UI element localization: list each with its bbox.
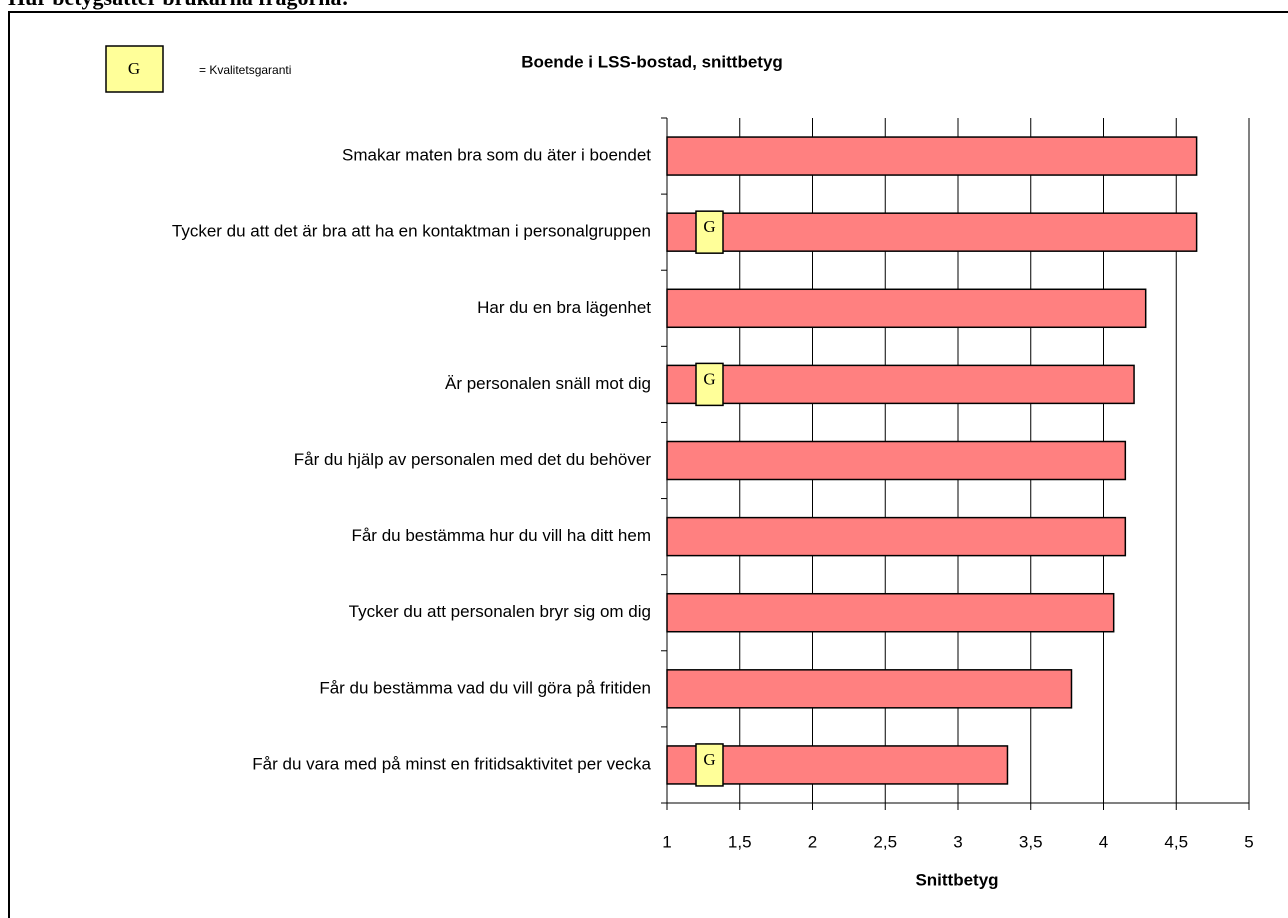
bar xyxy=(666,516,1127,557)
guarantee-symbol: G xyxy=(703,750,715,769)
guarantee-box xyxy=(695,210,724,254)
frame xyxy=(8,11,1288,918)
y-tick-label: Får du vara med på minst en fritidsaktiv… xyxy=(252,754,651,773)
bar xyxy=(666,364,1135,405)
legend-text: = Kvalitetsgaranti xyxy=(199,63,291,77)
bar xyxy=(666,440,1127,481)
y-tick-label: Tycker du att det är bra att ha en konta… xyxy=(172,222,651,241)
bar xyxy=(666,669,1073,709)
y-tick-label: Är personalen snäll mot dig xyxy=(445,374,651,393)
guarantee-symbol: G xyxy=(703,217,715,236)
y-tick-label: Har du en bra lägenhet xyxy=(477,298,651,317)
y-tick-label: Får du bestämma vad du vill göra på frit… xyxy=(319,678,651,697)
x-tick-label: 3,5 xyxy=(1019,832,1043,851)
guarantee-box xyxy=(695,743,724,787)
y-tick-label: Får du hjälp av personalen med det du be… xyxy=(294,450,652,469)
x-tick-label: 2,5 xyxy=(873,832,897,851)
bar xyxy=(666,212,1198,252)
bar xyxy=(666,592,1115,633)
y-tick-label: Smakar maten bra som du äter i boendet xyxy=(342,146,651,165)
guarantee-box xyxy=(695,362,724,407)
x-axis-label: Snittbetyg xyxy=(915,870,998,889)
x-tick-label: 3 xyxy=(953,832,962,851)
x-tick-label: 1,5 xyxy=(728,832,752,851)
legend-symbol-box xyxy=(105,45,164,93)
y-tick-label: Tycker du att personalen bryr sig om dig xyxy=(349,602,651,621)
guarantee-symbol: G xyxy=(703,369,715,388)
x-tick-label: 4 xyxy=(1099,832,1108,851)
x-tick-label: 2 xyxy=(808,832,817,851)
heading: Hur betygsätter brukarna frågorna: xyxy=(8,0,349,10)
x-tick-label: 1 xyxy=(662,832,671,851)
y-tick-label: Får du bestämma hur du vill ha ditt hem xyxy=(351,526,651,545)
bar xyxy=(666,288,1147,329)
bar xyxy=(666,136,1198,176)
x-tick-label: 4,5 xyxy=(1164,832,1188,851)
legend-symbol: G xyxy=(128,59,140,78)
chart-title: Boende i LSS-bostad, snittbetyg xyxy=(521,52,783,71)
x-tick-label: 5 xyxy=(1244,832,1253,851)
